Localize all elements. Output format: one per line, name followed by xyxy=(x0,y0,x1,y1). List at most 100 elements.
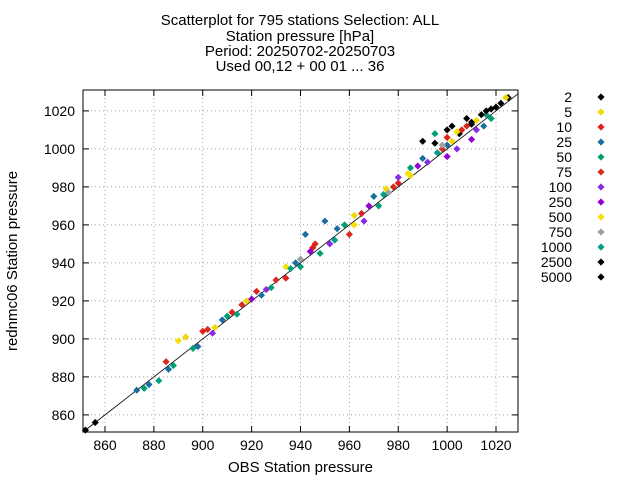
scatter-point xyxy=(463,114,471,123)
scatter-point xyxy=(282,274,290,282)
y-tick-label: 860 xyxy=(52,407,76,423)
scatter-point xyxy=(233,310,241,318)
scatter-point xyxy=(133,386,141,394)
scatter-point xyxy=(497,99,505,107)
scatter-point xyxy=(443,133,451,142)
legend-label: 1000 xyxy=(541,239,572,255)
scatter-point xyxy=(438,141,446,149)
scatter-point xyxy=(189,344,197,352)
scatter-point xyxy=(448,137,456,145)
scatter-point xyxy=(424,158,432,166)
y-tick-label: 960 xyxy=(52,217,76,233)
scatter-point xyxy=(182,333,190,341)
legend-label: 2 xyxy=(564,89,572,105)
scatter-point xyxy=(482,107,490,115)
x-tick-label: 1020 xyxy=(480,437,511,453)
scatter-point xyxy=(458,126,466,134)
scatter-point xyxy=(453,145,461,153)
scatter-point xyxy=(431,139,439,147)
scatter-point xyxy=(468,120,476,128)
scatter-point xyxy=(252,287,261,295)
scatter-point xyxy=(91,418,99,427)
scatter-point xyxy=(414,162,422,170)
legend-marker xyxy=(597,183,605,191)
scatter-point xyxy=(394,179,402,187)
identity-line xyxy=(82,93,519,433)
scatter-point xyxy=(321,217,329,225)
scatter-point xyxy=(380,190,388,199)
x-tick-label: 960 xyxy=(338,437,362,453)
y-axis-ticks: 860 880 900 920 940 960 980 1000 1020 xyxy=(44,103,518,423)
legend-marker xyxy=(597,153,605,161)
scatter-point xyxy=(333,225,341,233)
scatter-point xyxy=(218,316,226,324)
x-tick-label: 920 xyxy=(240,437,264,453)
scatter-point xyxy=(487,105,495,113)
x-tick-label: 900 xyxy=(191,437,215,453)
legend-label: 25 xyxy=(556,134,572,150)
scatter-point xyxy=(482,111,490,119)
scatter-point xyxy=(419,137,427,145)
scatter-point xyxy=(394,173,402,181)
scatter-point xyxy=(443,126,451,134)
legend-label: 5000 xyxy=(541,269,572,285)
scatter-point xyxy=(384,189,393,197)
scatter-point xyxy=(311,240,319,248)
legend-marker xyxy=(597,138,605,146)
y-tick-label: 940 xyxy=(52,255,76,271)
scatter-point xyxy=(443,141,451,149)
scatter-point xyxy=(306,247,314,256)
y-tick-label: 1020 xyxy=(44,103,75,119)
data-points xyxy=(81,94,512,434)
legend-marker xyxy=(597,258,605,266)
scatter-point xyxy=(199,327,207,335)
scatter-point xyxy=(211,323,219,332)
diagonal-line xyxy=(82,93,519,433)
scatter-point xyxy=(375,202,383,210)
x-tick-label: 860 xyxy=(93,437,117,453)
scatter-point xyxy=(292,259,300,267)
legend-marker xyxy=(597,93,605,101)
scatter-point xyxy=(472,116,481,124)
x-tick-label: 940 xyxy=(289,437,313,453)
scatter-point xyxy=(174,337,182,345)
scatter-point xyxy=(350,211,358,219)
scatter-point xyxy=(267,284,275,292)
legend-marker xyxy=(597,198,605,206)
scatter-point xyxy=(404,170,412,178)
scatter-point xyxy=(140,384,148,392)
scatter-point xyxy=(477,111,485,119)
legend-label: 100 xyxy=(549,179,573,195)
scatter-point xyxy=(502,94,510,102)
chart-subtitle-used: Used 00,12 + 00 01 ... 36 xyxy=(215,58,385,75)
scatter-point xyxy=(296,263,305,271)
scatter-point xyxy=(419,154,427,162)
scatter-point xyxy=(316,249,324,257)
scatter-point xyxy=(223,312,231,320)
scatter-point xyxy=(431,130,439,138)
x-tick-label: 980 xyxy=(387,437,411,453)
scatter-point xyxy=(468,135,476,143)
chart-subtitle-period: Period: 20250702-20250703 xyxy=(204,43,396,60)
legend-label: 500 xyxy=(549,209,573,225)
legend-marker xyxy=(597,168,605,176)
scatter-point xyxy=(248,295,256,303)
scatter-point xyxy=(463,122,471,130)
legend-label: 2500 xyxy=(541,254,572,270)
scatter-point xyxy=(480,122,488,130)
legend-marker xyxy=(597,123,605,131)
scatter-point xyxy=(370,192,378,200)
scatter-point xyxy=(448,122,456,130)
x-tick-label: 880 xyxy=(142,437,166,453)
scatter-point xyxy=(204,325,212,333)
scatter-point xyxy=(296,255,305,263)
x-tick-label: 1000 xyxy=(432,437,463,453)
chart-subtitle-variable: Station pressure [hPa] xyxy=(225,28,375,45)
scatter-point xyxy=(164,365,173,373)
scatter-point xyxy=(438,145,446,153)
x-axis-label: OBS Station pressure xyxy=(228,459,373,476)
scatter-point xyxy=(365,202,373,210)
y-tick-label: 920 xyxy=(52,293,76,309)
legend-label: 10 xyxy=(556,119,572,135)
